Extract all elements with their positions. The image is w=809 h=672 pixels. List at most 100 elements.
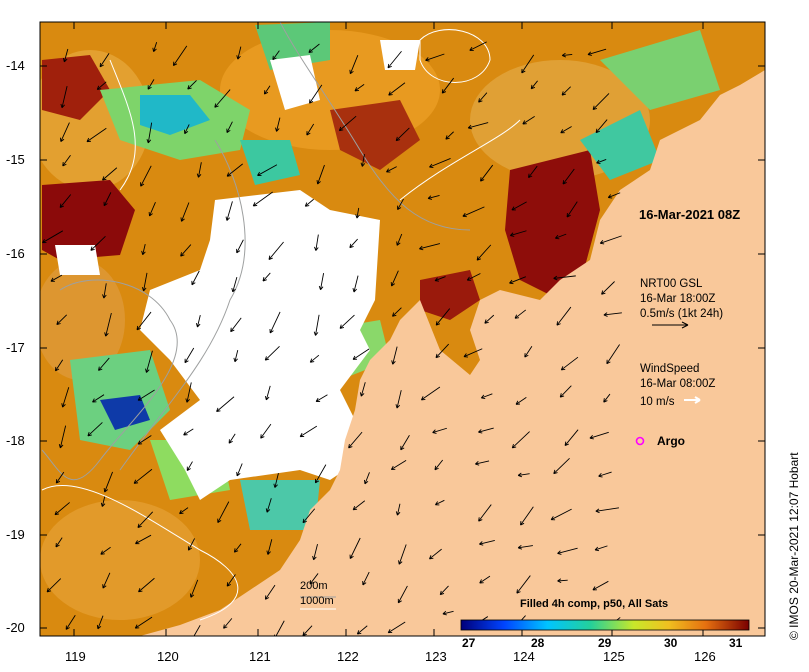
current-arrow (223, 618, 233, 629)
current-arrow (86, 127, 107, 143)
current-arrow (141, 272, 148, 292)
current-arrow (388, 82, 406, 96)
current-arrow (386, 166, 397, 173)
current-arrow (308, 43, 320, 53)
current-arrow (434, 459, 444, 471)
current-arrow (400, 435, 410, 451)
land-kimberley (140, 70, 765, 636)
current-arrow (318, 273, 325, 291)
current-arrow (252, 191, 273, 207)
current-arrow (309, 354, 320, 363)
current-arrow (133, 468, 153, 484)
current-arrow (140, 165, 152, 187)
current-arrow (392, 307, 402, 317)
current-arrow (479, 540, 495, 546)
x-tick-label: 121 (249, 649, 271, 664)
credit-label: © IMOS 20-Mar-2021 12:07 Hobart (787, 452, 801, 640)
current-arrow (427, 194, 440, 200)
argo-float-marker (635, 436, 645, 446)
current-arrow (397, 198, 404, 210)
currents-legend-scale: 0.5m/s (1kt 24h) (640, 308, 724, 320)
current-arrow (359, 382, 366, 397)
current-arrow (521, 54, 535, 74)
credit-text: IMOS 20-Mar-2021 12:07 Hobart (787, 452, 801, 628)
current-arrow (136, 311, 152, 331)
current-arrow (607, 192, 621, 199)
current-scale-arrowhead (681, 321, 689, 329)
map-frame (39, 21, 766, 637)
current-arrow (236, 239, 244, 254)
current-arrow (429, 548, 442, 560)
currents-legend-source: NRT00 GSL (640, 278, 703, 290)
current-arrow (557, 547, 578, 555)
current-arrow (302, 508, 316, 524)
y-tick-label: -14 (6, 58, 25, 73)
current-arrow (363, 472, 370, 485)
current-arrow (603, 393, 611, 403)
current-arrow (439, 585, 449, 596)
current-arrow (273, 472, 279, 488)
current-arrow (260, 423, 272, 439)
current-arrow (217, 501, 230, 523)
current-arrow (134, 616, 153, 629)
current-arrow (314, 234, 319, 251)
current-arrow (601, 281, 615, 295)
current-arrow (557, 578, 568, 584)
y-tick-label: -15 (6, 152, 25, 167)
colorbar-tick-label: 30 (664, 636, 678, 650)
current-arrow (299, 425, 318, 438)
current-arrow (592, 93, 610, 111)
current-arrow (185, 382, 192, 403)
current-arrow (520, 506, 534, 526)
current-arrow (275, 117, 281, 132)
current-arrow (96, 615, 104, 630)
current-arrow (56, 314, 68, 326)
current-arrow (100, 546, 111, 555)
current-arrow (479, 575, 491, 584)
current-arrow (463, 348, 483, 358)
current-arrow (226, 163, 244, 177)
colorbar-tick-label: 28 (531, 636, 545, 650)
current-arrow (561, 52, 573, 58)
current-arrow (352, 348, 370, 360)
current-arrow (349, 55, 359, 75)
currents-legend-time: 16-Mar 18:00Z (640, 293, 716, 305)
current-arrow (59, 194, 72, 208)
current-arrow (515, 396, 527, 405)
current-arrow (264, 584, 276, 600)
current-arrow (233, 543, 242, 553)
bathymetry-contours (41, 22, 521, 621)
current-arrow (395, 503, 401, 516)
current-arrow (195, 314, 201, 328)
current-arrow (55, 471, 65, 484)
x-tick-label: 120 (157, 649, 179, 664)
current-arrow (356, 625, 368, 635)
wind-legend-scale: 10 m/s (640, 396, 675, 408)
current-arrow (302, 625, 313, 636)
current-arrow (268, 241, 284, 260)
current-arrow (352, 275, 359, 293)
current-arrow (102, 283, 107, 299)
current-arrow (269, 311, 281, 334)
current-arrow (103, 471, 113, 493)
current-arrow (138, 577, 155, 593)
current-arrow (104, 312, 112, 337)
current-arrow (595, 119, 608, 134)
current-arrow (230, 317, 242, 333)
current-arrow (90, 235, 106, 251)
current-arrow (429, 158, 451, 169)
current-arrow (390, 270, 399, 287)
current-arrow (596, 159, 607, 165)
current-arrow (315, 394, 328, 402)
current-arrow (236, 463, 243, 477)
current-arrow (478, 92, 488, 103)
current-arrow (264, 345, 280, 361)
current-arrow (517, 545, 533, 550)
current-arrow (272, 50, 280, 61)
current-arrow (92, 394, 105, 403)
current-arrow (478, 427, 494, 434)
current-arrow (480, 164, 494, 182)
current-arrow (592, 580, 609, 591)
current-arrow (216, 396, 235, 413)
contour-200m-label: 200m (300, 580, 328, 592)
